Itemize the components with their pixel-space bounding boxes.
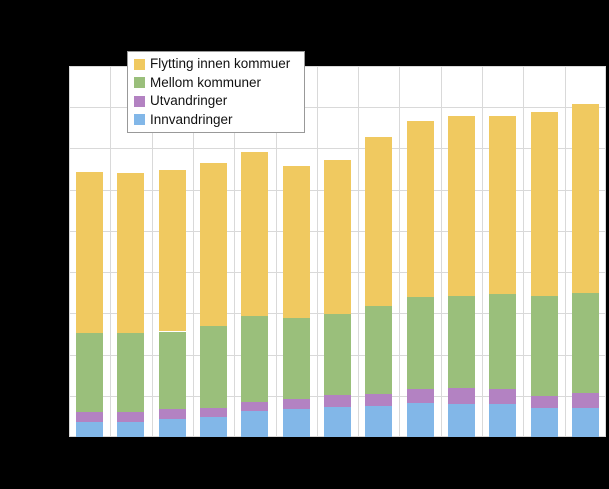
stacked-bar-7 [324, 66, 351, 437]
stacked-bar-3 [158, 66, 186, 437]
bar-segment-flytting-innen-kommuer[interactable] [406, 121, 434, 298]
gridline-vertical [358, 66, 360, 437]
legend-item-label: Flytting innen kommuer [150, 56, 291, 72]
stacked-bar-1 [76, 66, 104, 437]
bar-segment-flytting-innen-kommuer[interactable] [76, 171, 104, 334]
gridline-horizontal [69, 107, 606, 109]
bar-segment-mellom-kommuner[interactable] [200, 326, 228, 408]
legend-item-label: Innvandringer [150, 111, 233, 127]
bar-segment-innvandringer[interactable] [324, 406, 351, 437]
bar-segment-flytting-innen-kommuer[interactable] [324, 160, 351, 315]
stacked-bar-6 [282, 66, 310, 437]
gridline-vertical [399, 66, 401, 437]
bar-segment-utvandringer[interactable] [282, 399, 310, 409]
legend-swatch-utvandringer-icon [134, 95, 145, 107]
stacked-bar-8 [365, 66, 393, 437]
bar-segment-innvandringer[interactable] [282, 408, 310, 437]
legend-item-innvandringer[interactable]: Innvandringer [134, 111, 298, 130]
legend-item-label: Mellom kommuner [150, 74, 262, 90]
bar-segment-mellom-kommuner[interactable] [282, 318, 310, 400]
bar-segment-innvandringer[interactable] [365, 405, 393, 437]
bar-segment-innvandringer[interactable] [117, 422, 145, 437]
gridline-vertical [564, 66, 566, 437]
gridline-vertical [605, 66, 606, 437]
bar-segment-utvandringer[interactable] [530, 395, 558, 409]
bar-segment-innvandringer[interactable] [530, 408, 558, 437]
legend-swatch-flytting-innen-kommuer-icon [134, 58, 145, 70]
legend-swatch-mellom-kommuner-icon [134, 77, 145, 89]
bar-segment-utvandringer[interactable] [158, 408, 186, 420]
bar-segment-flytting-innen-kommuer[interactable] [200, 163, 228, 327]
gridline-horizontal [69, 148, 606, 150]
gridline-vertical [69, 66, 70, 437]
bar-segment-flytting-innen-kommuer[interactable] [530, 111, 558, 296]
gridline-vertical [482, 66, 484, 437]
bar-segment-flytting-innen-kommuer[interactable] [241, 151, 269, 316]
bar-segment-utvandringer[interactable] [571, 393, 599, 408]
bar-segment-mellom-kommuner[interactable] [117, 333, 145, 413]
bar-segment-innvandringer[interactable] [489, 404, 517, 437]
stacked-bar-10 [447, 66, 475, 437]
gridline-vertical [275, 66, 277, 437]
bar-segment-mellom-kommuner[interactable] [530, 295, 558, 396]
gridline-vertical [523, 66, 525, 437]
stacked-bar-11 [489, 66, 517, 437]
bar-segment-utvandringer[interactable] [241, 401, 269, 412]
gridline-vertical [110, 66, 112, 437]
bar-segment-mellom-kommuner[interactable] [365, 305, 393, 395]
bar-segment-mellom-kommuner[interactable] [76, 333, 104, 413]
legend-item-mellom-kommuner[interactable]: Mellom kommuner [134, 74, 298, 93]
bar-segment-mellom-kommuner[interactable] [406, 297, 434, 389]
bar-segment-innvandringer[interactable] [241, 411, 269, 437]
bar-segment-flytting-innen-kommuer[interactable] [571, 103, 599, 293]
bar-segment-utvandringer[interactable] [489, 389, 517, 405]
bar-segment-flytting-innen-kommuer[interactable] [365, 136, 393, 306]
bar-segment-mellom-kommuner[interactable] [489, 293, 517, 390]
bar-segment-innvandringer[interactable] [76, 422, 104, 437]
stacked-bar-12 [530, 66, 558, 437]
bar-segment-mellom-kommuner[interactable] [158, 331, 186, 409]
bar-segment-innvandringer[interactable] [158, 419, 186, 437]
bar-segment-flytting-innen-kommuer[interactable] [282, 165, 310, 319]
stacked-bar-4 [200, 66, 228, 437]
bar-segment-utvandringer[interactable] [447, 387, 475, 404]
bar-segment-utvandringer[interactable] [200, 407, 228, 418]
plot-area [69, 66, 606, 437]
gridline-vertical [192, 66, 194, 437]
bar-segment-innvandringer[interactable] [571, 407, 599, 437]
gridline-horizontal [69, 66, 606, 67]
bar-segment-innvandringer[interactable] [406, 403, 434, 437]
stacked-bar-5 [241, 66, 269, 437]
legend-item-label: Utvandringer [150, 93, 228, 109]
bar-segment-innvandringer[interactable] [200, 417, 228, 437]
stacked-bar-13 [571, 66, 599, 437]
bar-segment-utvandringer[interactable] [324, 394, 351, 407]
bar-segment-utvandringer[interactable] [76, 412, 104, 423]
legend: Flytting innen kommuer Mellom kommuner U… [127, 51, 305, 133]
gridline-vertical [316, 66, 318, 437]
bar-segment-flytting-innen-kommuer[interactable] [447, 116, 475, 297]
bar-segment-mellom-kommuner[interactable] [241, 315, 269, 402]
gridline-vertical [234, 66, 236, 437]
gridline-vertical [151, 66, 153, 437]
legend-item-flytting-innen-kommuer[interactable]: Flytting innen kommuer [134, 55, 298, 74]
bar-segment-utvandringer[interactable] [117, 412, 145, 423]
bar-segment-innvandringer[interactable] [447, 403, 475, 437]
legend-item-utvandringer[interactable]: Utvandringer [134, 92, 298, 111]
bar-segment-mellom-kommuner[interactable] [447, 296, 475, 388]
bar-segment-utvandringer[interactable] [406, 388, 434, 404]
stacked-bar-2 [117, 66, 145, 437]
bar-segment-flytting-innen-kommuer[interactable] [489, 116, 517, 294]
legend-swatch-innvandringer-icon [134, 114, 145, 126]
bar-segment-flytting-innen-kommuer[interactable] [117, 172, 145, 334]
bar-segment-flytting-innen-kommuer[interactable] [158, 170, 186, 332]
stacked-bar-9 [406, 66, 434, 437]
bar-segment-mellom-kommuner[interactable] [571, 292, 599, 394]
gridline-vertical [440, 66, 442, 437]
bar-segment-utvandringer[interactable] [365, 394, 393, 406]
bar-segment-mellom-kommuner[interactable] [324, 314, 351, 395]
